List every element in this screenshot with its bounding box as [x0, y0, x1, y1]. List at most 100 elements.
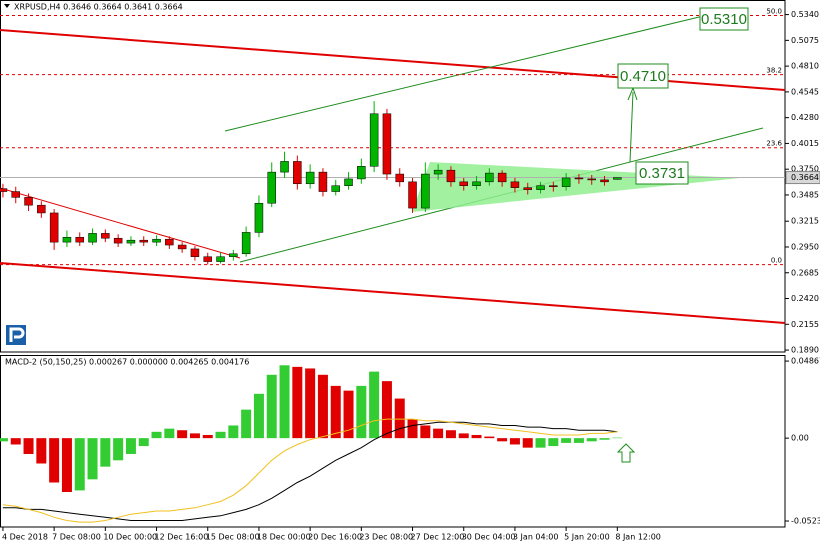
y-tick-label: -0.052324: [791, 517, 820, 526]
candle-body: [408, 181, 417, 209]
candle-body: [472, 181, 481, 186]
candle-body: [485, 172, 494, 183]
histogram-bar: [612, 437, 623, 439]
y-tick-label: 0.5340: [791, 10, 819, 19]
candle-body: [11, 191, 20, 198]
fib-label: 38.2: [766, 67, 782, 75]
histogram-bar: [138, 438, 149, 447]
candle-body: [574, 177, 584, 180]
histogram-bar: [189, 433, 200, 439]
last-price-label: 0.3664: [791, 173, 819, 182]
candle-body: [24, 197, 33, 206]
candle-body: [139, 239, 148, 243]
candle-body: [331, 185, 340, 192]
y-tick-label: 0.4545: [791, 87, 819, 96]
histogram-bar: [215, 431, 226, 439]
candle-body: [293, 161, 302, 185]
histogram-bar: [497, 438, 508, 442]
candle-body: [523, 187, 532, 190]
candle-body: [152, 238, 161, 243]
histogram-bar: [381, 381, 392, 439]
macd-line: [2, 418, 618, 523]
histogram-bar: [394, 398, 405, 439]
candle-body: [229, 253, 238, 257]
candle-body: [600, 179, 609, 183]
histogram-bar: [471, 434, 482, 439]
histogram-bar: [113, 438, 124, 461]
annotation-box: [635, 161, 689, 185]
histogram-bar: [343, 390, 354, 439]
annotations: 0.5310 0.4710 0.3731: [617, 7, 749, 185]
x-tick-label: 4 Dec 2018: [2, 533, 48, 542]
annotation: 0.3731: [639, 165, 685, 182]
green-channel-top: [224, 11, 721, 132]
candle-body: [587, 178, 596, 181]
x-tick-label: 15 Dec 08:00: [206, 533, 260, 542]
x-tick-label: 30 Dec 04:00: [462, 533, 516, 542]
candle-body: [421, 173, 430, 209]
candle-body: [357, 166, 366, 180]
y-tick-label: 0.5075: [791, 36, 819, 45]
histogram-bar: [561, 438, 572, 443]
candle-body: [49, 212, 59, 243]
title-icon: [4, 4, 10, 8]
y-tick-label: 0.048671: [791, 357, 820, 366]
histogram-bar: [420, 425, 431, 439]
histogram-bar: [573, 438, 584, 443]
macd-title: MACD-2 (50,150,25) 0.000267 0.000000 0.0…: [5, 358, 249, 367]
x-tick-label: 12 Dec 16:00: [155, 533, 209, 542]
target-arrow: [629, 91, 634, 163]
y-tick-label: 0.3485: [791, 190, 819, 199]
last-price-box: [785, 171, 820, 185]
candle-body: [177, 244, 187, 250]
histogram-bar: [279, 365, 290, 439]
histogram-bar: [369, 371, 380, 439]
histogram-bar: [445, 430, 456, 439]
histogram-bar: [10, 438, 21, 445]
y-tick-label: 0.4810: [791, 62, 819, 71]
candle-body: [549, 185, 558, 187]
y-tick-label: 0.2950: [791, 242, 819, 251]
histogram-bar: [202, 434, 213, 439]
annotation-box: [699, 7, 749, 31]
main-panel-frame: [0, 0, 786, 353]
x-tick-label: 23 Dec 08:00: [359, 533, 413, 542]
candle-body: [216, 256, 225, 262]
histogram-bar: [586, 438, 597, 442]
y-tick-label: 0.2420: [791, 294, 819, 303]
y-tick-label: 0.4280: [791, 113, 819, 122]
candle-body: [101, 233, 110, 239]
candle-body: [267, 171, 276, 204]
candle-body: [75, 237, 84, 243]
histogram-bar: [266, 374, 277, 439]
x-tick-label: 20 Dec 16:00: [308, 533, 362, 542]
candle-body: [395, 173, 404, 183]
x-tick-label: 27 Dec 12:00: [411, 533, 465, 542]
candle-body: [280, 161, 289, 173]
histogram-bar: [535, 438, 546, 448]
histogram-bar: [228, 425, 239, 439]
y-tick-label: 0.3215: [791, 217, 819, 226]
candle-body: [190, 248, 200, 257]
candle-body: [0, 188, 8, 192]
y-tick-label: 0.2155: [791, 320, 819, 329]
y-tick-label: 0.4015: [791, 139, 819, 148]
histogram-bar: [87, 438, 98, 480]
histogram-bar: [484, 436, 495, 439]
candle-body: [37, 204, 46, 214]
histogram-bar: [177, 430, 188, 439]
macd-arrow: [616, 443, 636, 463]
y-tick-label: 0.00: [791, 434, 809, 443]
fib-label: 50.0: [766, 8, 782, 16]
x-tick-label: 10 Dec 00:00: [103, 533, 157, 542]
x-tick-label: 18 Dec 00:00: [257, 533, 311, 542]
candle-body: [561, 177, 571, 187]
candle-body: [88, 233, 97, 243]
histogram-bar: [522, 438, 533, 448]
histogram-bar: [125, 438, 136, 454]
histogram-bar: [356, 385, 367, 439]
y-tick-label: 0.1890: [791, 346, 819, 355]
histogram-bar: [317, 374, 328, 439]
histogram-bar: [509, 438, 520, 445]
y-tick-label: 0.3750: [791, 165, 819, 174]
